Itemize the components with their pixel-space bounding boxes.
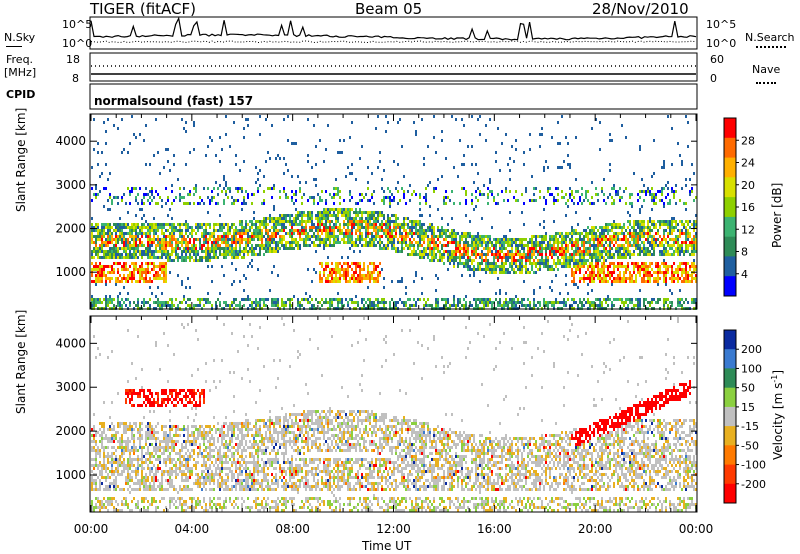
colorbar-swatch xyxy=(724,368,736,389)
colorbar-swatch xyxy=(724,137,736,159)
xtick-label: 08:00 xyxy=(275,522,310,536)
power-ylabel: Slant Range [km] xyxy=(14,107,28,212)
ytick-label: 2000 xyxy=(55,222,86,236)
nsky-frame xyxy=(89,16,698,50)
beam-title: Beam 05 xyxy=(355,0,423,18)
colorbar-swatch xyxy=(724,330,736,350)
colorbar-tick-label: 12 xyxy=(741,223,755,236)
colorbar-swatch xyxy=(724,157,736,178)
xtick-label: 12:00 xyxy=(376,522,411,536)
velocity-colorbar: 200 100 50 15 -15 -50 -100 -200 xyxy=(723,329,766,504)
colorbar-swatch xyxy=(724,426,736,446)
cpid-frame xyxy=(89,83,698,110)
nave-tick-top: 60 xyxy=(710,53,724,66)
colorbar-swatch xyxy=(724,236,736,257)
velocity-colorbar-label-4: ] xyxy=(771,369,785,375)
nsky-label: N.Sky xyxy=(4,31,36,44)
radar-title: TIGER (fitACF) xyxy=(90,0,197,18)
ytick-label: 1000 xyxy=(55,265,86,279)
velocity-colorbar-label-2: [m s xyxy=(771,382,785,410)
colorbar-swatch xyxy=(724,483,736,504)
velocity-colorbar-label: Velocity [m s-1] xyxy=(770,370,785,460)
colorbar-swatch xyxy=(724,406,736,427)
colorbar-tick-label: -50 xyxy=(741,439,759,452)
colorbar-swatch xyxy=(724,197,736,218)
colorbar-tick-label: 4 xyxy=(741,268,748,281)
ytick-label: 3000 xyxy=(55,380,86,394)
ytick-label: 2000 xyxy=(55,424,86,438)
colorbar-tick-label: 50 xyxy=(741,382,755,395)
freq-tick-top: 18 xyxy=(66,53,80,66)
nsky-tick-bottom: 10^0 xyxy=(62,37,93,50)
colorbar-frame xyxy=(723,329,737,504)
colorbar-tick-label: 100 xyxy=(741,362,762,375)
nsky-legend-line xyxy=(6,46,22,47)
freq-frame xyxy=(89,52,698,82)
cpid-label: CPID xyxy=(6,88,36,101)
power-colorbar-label: Power [dB] xyxy=(770,182,784,248)
nave-legend-line xyxy=(756,82,776,84)
ytick-label: 4000 xyxy=(55,336,86,350)
velocity-colorbar-label-1: Velocity xyxy=(771,412,785,460)
nave-tick-bottom: 0 xyxy=(710,72,717,85)
colorbar-swatch xyxy=(724,256,736,277)
velocity-heatmap xyxy=(91,317,697,512)
ytick-label: 4000 xyxy=(55,134,86,148)
nsearch-legend-line xyxy=(756,46,786,48)
power-heatmap xyxy=(91,115,697,310)
xtick-label: 16:00 xyxy=(477,522,512,536)
nsearch-label: N.Search xyxy=(745,31,795,44)
colorbar-tick-label: -100 xyxy=(741,459,766,472)
date-title: 28/Nov/2010 xyxy=(592,0,689,18)
colorbar-tick-label: 15 xyxy=(741,401,755,414)
freq-label-1: Freq. xyxy=(6,53,34,66)
nsearch-tick-top: 10^5 xyxy=(706,18,737,31)
colorbar-swatch xyxy=(724,177,736,198)
colorbar-tick-label: 16 xyxy=(741,201,755,214)
xtick-label: 00:00 xyxy=(74,522,109,536)
velocity-ylabel: Slant Range [km] xyxy=(14,309,28,414)
power-colorbar: 28 24 20 16 12 8 4 xyxy=(723,117,755,297)
nsky-tick-top: 10^5 xyxy=(62,18,93,31)
velocity-frame xyxy=(89,315,698,513)
nsearch-tick-bottom: 10^0 xyxy=(706,37,737,50)
xtick-label: 00:00 xyxy=(679,522,714,536)
x-axis-label: Time UT xyxy=(362,539,412,553)
colorbar-swatch xyxy=(724,216,736,238)
nave-label: Nave xyxy=(752,63,781,76)
xtick-label: 20:00 xyxy=(578,522,613,536)
colorbar-swatch xyxy=(724,118,736,139)
colorbar-tick-label: 28 xyxy=(741,134,755,147)
freq-tick-bottom: 8 xyxy=(72,72,79,85)
colorbar-tick-label: 20 xyxy=(741,179,755,192)
colorbar-tick-label: -15 xyxy=(741,420,759,433)
ytick-label: 3000 xyxy=(55,178,86,192)
ytick-label: 1000 xyxy=(55,468,86,482)
freq-label-2: [MHz] xyxy=(4,66,37,79)
colorbar-tick-label: -200 xyxy=(741,478,766,491)
velocity-axes: 4000 3000 2000 1000 00:00 04:00 08:00 12:00 16:0… xyxy=(55,316,713,536)
nsearch-series xyxy=(90,40,697,44)
nsky-series xyxy=(90,16,697,41)
colorbar-swatch xyxy=(724,387,736,408)
cpid-value: normalsound (fast) 157 xyxy=(94,94,254,108)
power-axes: 4000 3000 2000 1000 xyxy=(55,114,697,309)
colorbar-tick-label: 200 xyxy=(741,343,762,356)
colorbar-tick-label: 24 xyxy=(741,157,755,170)
xtick-label: 04:00 xyxy=(175,522,210,536)
colorbar-swatch xyxy=(724,445,736,465)
colorbar-tick-label: 8 xyxy=(741,246,748,259)
colorbar-swatch xyxy=(724,349,736,369)
velocity-colorbar-label-3: -1 xyxy=(770,374,779,383)
colorbar-swatch xyxy=(724,464,736,485)
colorbar-swatch xyxy=(724,276,736,297)
